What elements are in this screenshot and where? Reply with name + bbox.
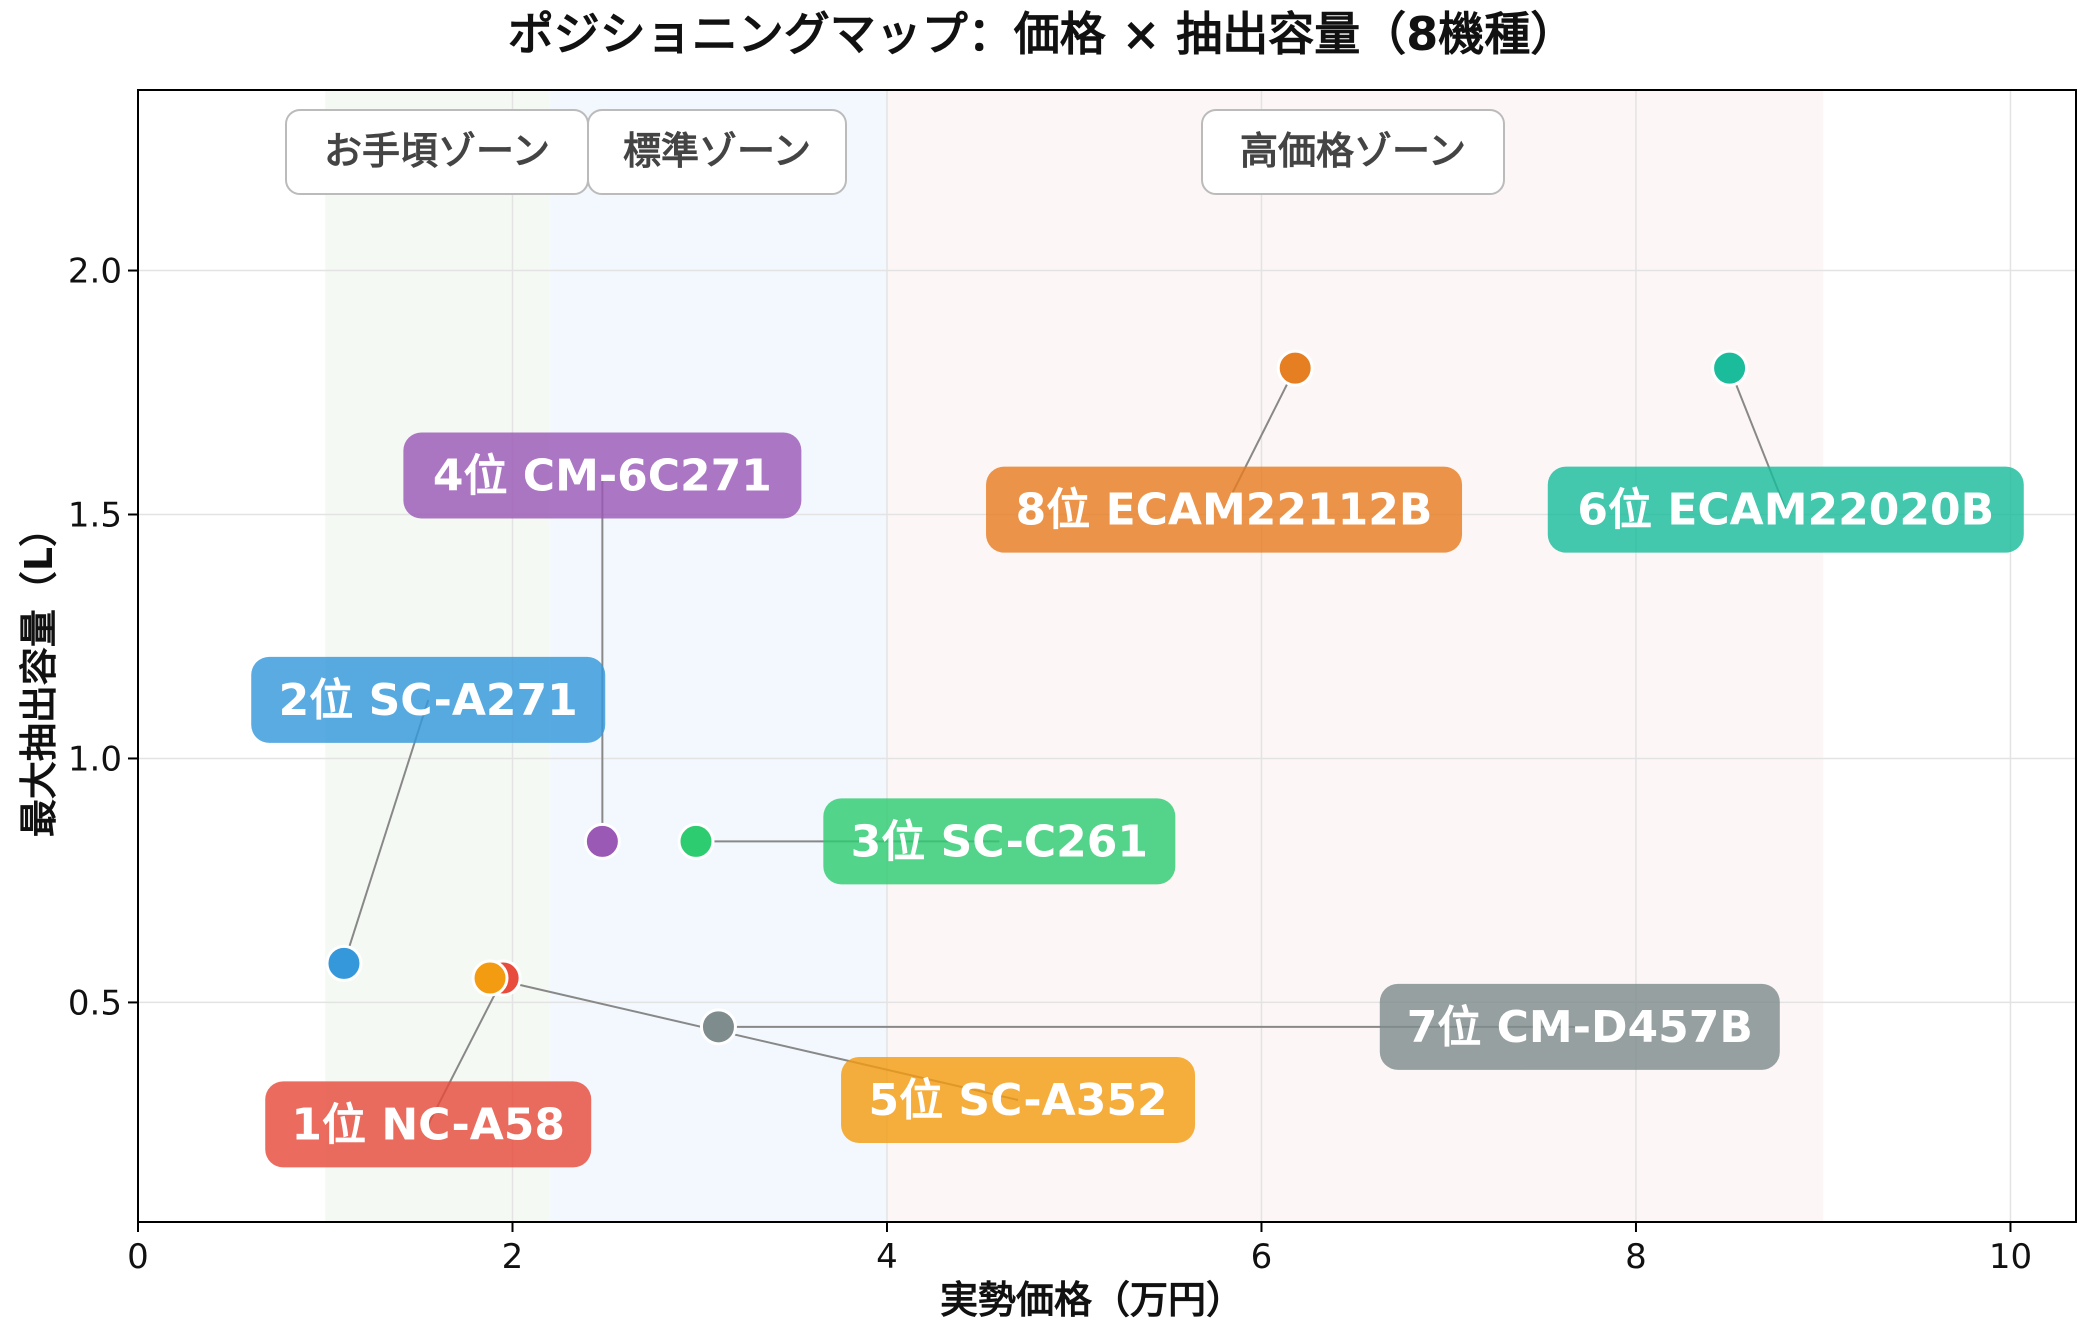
point-label-box <box>1379 983 1780 1070</box>
point-labels: 1位 NC-A58 2位 SC-A271 3位 SC-C261 4位 CM-6C271… <box>251 432 2024 1168</box>
x-tick-label: 6 <box>1251 1237 1273 1277</box>
point-label: 5位 SC-A352 <box>869 1075 1168 1126</box>
x-tick-label: 8 <box>1625 1237 1647 1277</box>
point-label: 4位 CM-6C271 <box>433 450 772 501</box>
zone-band-2 <box>549 90 887 1222</box>
data-point <box>1276 349 1314 387</box>
point-label-box <box>1547 466 2024 553</box>
point-label: 1位 NC-A58 <box>291 1099 565 1150</box>
point-label: 3位 SC-C261 <box>851 816 1148 867</box>
point-label: 6位 ECAM22020B <box>1577 485 1994 536</box>
chart-title: ポジショニングマップ：価格 × 抽出容量（8機種） <box>508 7 1577 61</box>
data-point <box>1711 349 1749 387</box>
data-point <box>583 822 621 860</box>
zone-label-box <box>587 109 847 195</box>
point-label-box <box>823 798 1176 885</box>
leader-line <box>343 699 430 964</box>
y-tick-label: 1.0 <box>68 739 122 779</box>
zone-label-box <box>1201 109 1505 195</box>
plot-frame <box>137 89 2077 1223</box>
data-point <box>699 1008 737 1046</box>
data-points <box>325 349 1749 1046</box>
x-tick-label: 2 <box>502 1237 524 1277</box>
y-axis-title: 最大抽出容量（L） <box>17 509 61 837</box>
zone-label: お手頃ゾーン <box>324 129 550 173</box>
point-label: 8位 ECAM22112B <box>1016 485 1433 536</box>
data-point <box>325 944 363 982</box>
point-label-box <box>403 432 802 519</box>
y-tick-label: 1.5 <box>68 496 122 536</box>
y-tick-label: 0.5 <box>68 983 122 1023</box>
data-point <box>677 822 715 860</box>
data-point <box>471 959 509 997</box>
point-label: 7位 CM-D457B <box>1407 1002 1753 1053</box>
zone-labels: お手頃ゾーン 標準ゾーン 高価格ゾーン <box>285 109 1505 195</box>
point-label-box <box>251 656 606 743</box>
y-tick-label: 2.0 <box>68 252 122 292</box>
point-label-box <box>841 1057 1196 1144</box>
point-label-box <box>265 1081 592 1168</box>
zone-label: 高価格ゾーン <box>1240 129 1466 173</box>
zone-label: 標準ゾーン <box>623 129 811 173</box>
x-axis-title: 実勢価格（万円） <box>940 1278 1244 1322</box>
zone-band-1 <box>325 90 550 1222</box>
x-tick-label: 0 <box>127 1237 149 1277</box>
point-label: 2位 SC-A271 <box>279 675 578 726</box>
axis-ticks: 0 2 4 6 8 10 0.5 1.0 1.5 2.0 <box>68 252 2032 1277</box>
point-label-box <box>986 466 1463 553</box>
x-tick-label: 10 <box>1989 1237 2032 1277</box>
x-tick-label: 4 <box>876 1237 898 1277</box>
